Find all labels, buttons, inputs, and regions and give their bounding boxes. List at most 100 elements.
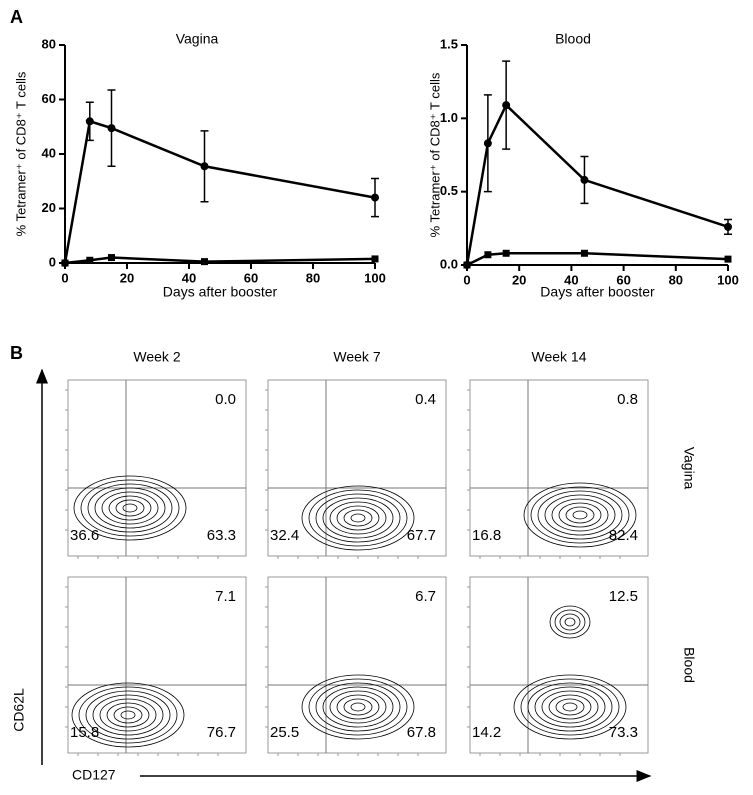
data-point [107, 124, 116, 133]
quadrant-value: 12.5 [609, 588, 638, 605]
contour [343, 509, 373, 527]
contour [85, 690, 171, 740]
contour [94, 487, 166, 529]
data-point [580, 249, 588, 257]
contour [122, 503, 138, 513]
contour [87, 483, 173, 533]
y-tick-label: 0.5 [440, 183, 458, 198]
quadrant-value: 0.8 [617, 391, 638, 408]
quadrant-value: 76.7 [207, 724, 236, 741]
data-point [61, 259, 69, 267]
contour [78, 686, 178, 744]
x-tick-label: 20 [120, 270, 134, 285]
x-tick-label: 60 [616, 272, 630, 287]
x-tick-label: 20 [512, 272, 526, 287]
contour [315, 493, 401, 543]
data-point [580, 175, 589, 184]
contour [308, 678, 408, 736]
contour [523, 482, 637, 548]
panel-label: B [10, 343, 23, 363]
x-tick-label: 0 [61, 270, 68, 285]
quadrant-value: 16.8 [472, 527, 501, 544]
x-tick-label: 80 [306, 270, 320, 285]
contour [572, 510, 588, 520]
contour [513, 674, 627, 740]
contour [554, 609, 586, 635]
contour [80, 479, 180, 537]
contour [551, 498, 609, 532]
x-tick-label: 100 [364, 270, 386, 285]
contour [315, 682, 401, 732]
plot-frame [469, 576, 649, 754]
data-point [200, 162, 209, 171]
data-point [85, 117, 94, 126]
y-axis-label: % Tetramer⁺ of CD8⁺ T cells [427, 72, 442, 237]
contour [527, 682, 613, 732]
row-label: Vagina [681, 447, 697, 490]
y-tick-label: 1.5 [440, 36, 458, 51]
contour [537, 490, 623, 540]
contour [544, 494, 616, 536]
contour [558, 502, 602, 528]
contour [555, 698, 585, 716]
contour [308, 489, 408, 547]
plot-frame [267, 379, 447, 557]
contour [534, 686, 606, 728]
contour [101, 491, 159, 525]
x-axis-label: Days after booster [163, 284, 278, 300]
x-tick-label: 40 [182, 270, 196, 285]
contour [548, 694, 592, 720]
quadrant-value: 67.8 [407, 724, 436, 741]
y-tick-label: 80 [42, 36, 56, 51]
contour [336, 694, 380, 720]
x-tick-label: 40 [564, 272, 578, 287]
quadrant-value: 15.8 [70, 724, 99, 741]
contour [322, 686, 394, 728]
column-header: Week 7 [333, 349, 380, 365]
contour [350, 702, 366, 712]
contour [301, 485, 415, 551]
y-tick-label: 1.0 [440, 110, 458, 125]
contour [336, 505, 380, 531]
plot-frame [67, 379, 247, 557]
x-tick-label: 0 [463, 272, 470, 287]
quadrant-value: 14.2 [472, 724, 501, 741]
data-point [483, 139, 492, 148]
chart-title: Blood [555, 31, 591, 47]
data-point [484, 251, 492, 259]
quadrant-value: 7.1 [215, 588, 236, 605]
contour [329, 690, 387, 724]
quadrant-value: 73.3 [609, 724, 638, 741]
y-tick-label: 40 [42, 145, 56, 160]
quadrant-value: 36.6 [70, 527, 99, 544]
contour [541, 690, 599, 724]
contour [559, 613, 581, 631]
y-axis-label: CD62L [11, 688, 27, 732]
x-tick-label: 60 [244, 270, 258, 285]
data-point [371, 255, 379, 263]
contour [113, 706, 143, 724]
contour [99, 698, 157, 732]
row-label: Blood [681, 647, 697, 683]
contour [520, 678, 620, 736]
y-tick-label: 60 [42, 91, 56, 106]
contour [301, 674, 415, 740]
plot-frame [267, 576, 447, 754]
column-header: Week 14 [532, 349, 587, 365]
data-point [463, 261, 471, 269]
quadrant-value: 0.0 [215, 391, 236, 408]
contour [343, 698, 373, 716]
quadrant-value: 67.7 [407, 527, 436, 544]
plot-frame [469, 379, 649, 557]
contour [564, 617, 576, 627]
contour [329, 501, 387, 535]
quadrant-value: 63.3 [207, 527, 236, 544]
y-tick-label: 20 [42, 200, 56, 215]
contour [71, 682, 185, 748]
x-axis-label: CD127 [72, 767, 116, 783]
plot-frame [67, 576, 247, 754]
data-point [108, 254, 115, 262]
contour [530, 486, 630, 544]
contour [73, 475, 187, 541]
